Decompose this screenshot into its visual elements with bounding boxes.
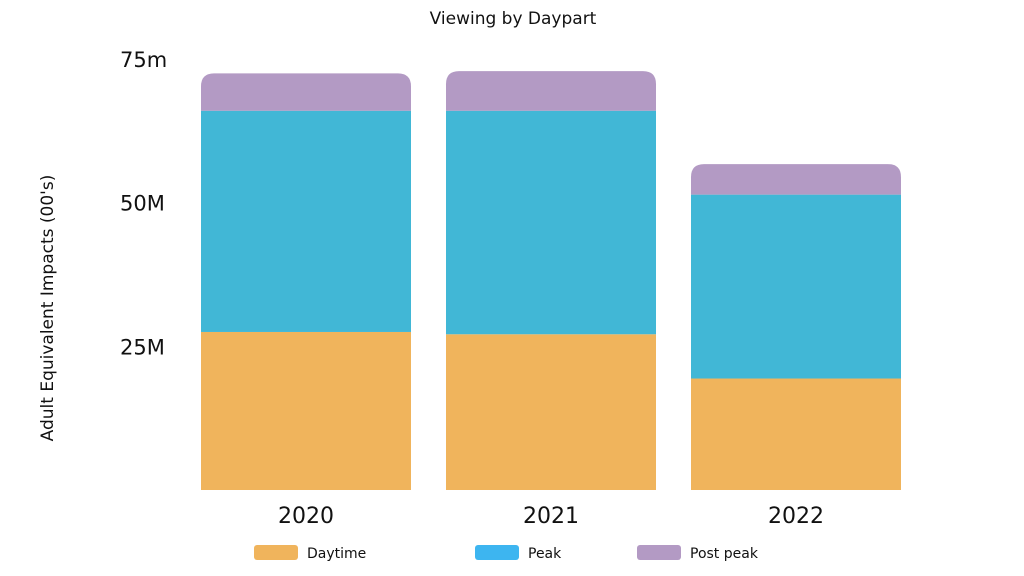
legend-label-daytime: Daytime: [307, 546, 366, 562]
legend-label-peak: Peak: [528, 546, 562, 562]
y-axis-ticks: 25M 50M 75m: [120, 48, 167, 359]
bar-2020-peak: [201, 110, 411, 332]
x-label-2022: 2022: [768, 504, 824, 529]
x-axis-labels: 2020 2021 2022: [278, 504, 824, 529]
legend-swatch-daytime: [254, 545, 298, 560]
legend-swatch-post-peak: [637, 545, 681, 560]
y-tick-label-2: 75m: [120, 48, 167, 72]
legend-swatch-peak: [475, 545, 519, 560]
x-label-2021: 2021: [523, 504, 579, 529]
x-label-2020: 2020: [278, 504, 334, 529]
bar-2022-post-peak: [691, 164, 901, 195]
bars-group: [201, 71, 901, 490]
legend-label-post-peak: Post peak: [690, 546, 759, 562]
bar-2022-daytime: [691, 378, 901, 490]
chart-title: Viewing by Daypart: [430, 9, 597, 29]
legend: Daytime Peak Post peak: [254, 545, 759, 562]
y-axis-label: Adult Equivalent Impacts (00's): [38, 175, 58, 442]
bar-2021-post-peak: [446, 71, 656, 111]
bar-2021-daytime: [446, 334, 656, 490]
bar-2020-post-peak: [201, 73, 411, 111]
y-tick-label-0: 25M: [120, 335, 165, 359]
bar-2020-daytime: [201, 331, 411, 490]
y-tick-label-1: 50M: [120, 192, 165, 216]
bar-2022-peak: [691, 194, 901, 379]
bar-2021-peak: [446, 110, 656, 335]
